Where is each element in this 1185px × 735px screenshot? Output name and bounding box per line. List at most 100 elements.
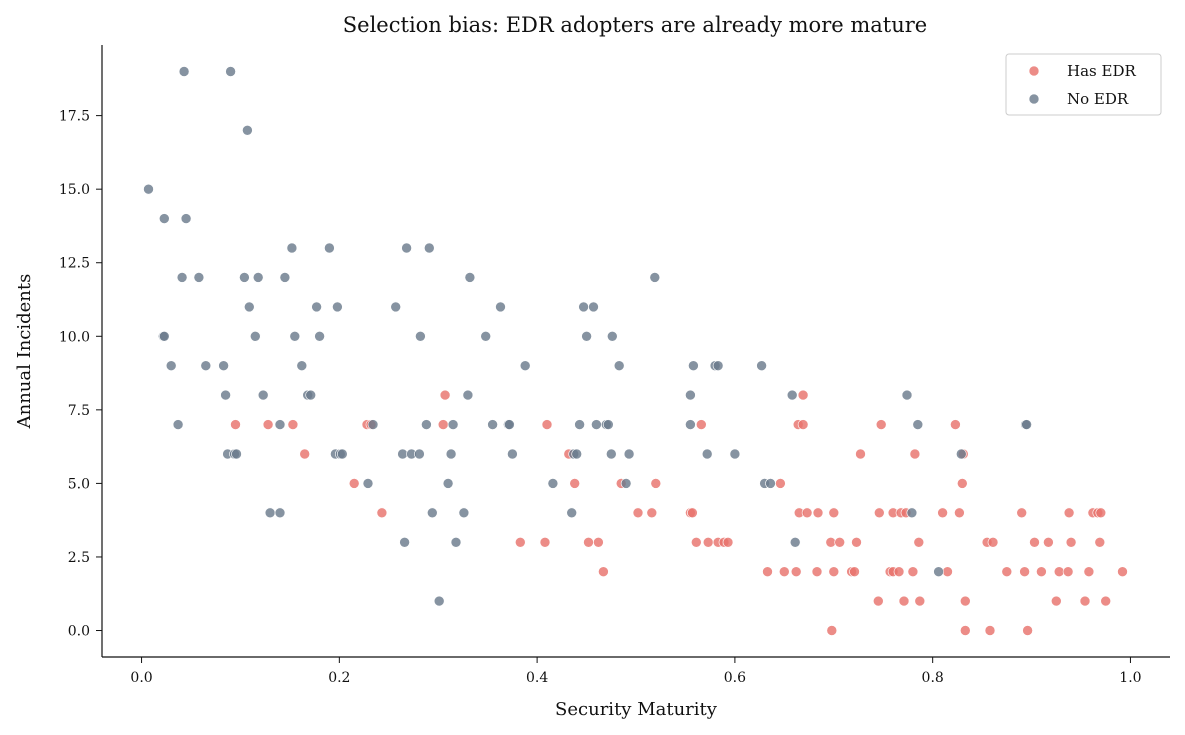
point-has-edr-80 [1036, 566, 1047, 578]
point-no-edr-51 [433, 595, 445, 607]
point-no-edr-64 [507, 448, 518, 460]
point-has-edr-32 [778, 566, 790, 578]
point-has-edr-51 [873, 507, 885, 519]
point-has-edr-65 [942, 566, 953, 578]
point-has-edr-3 [299, 448, 311, 460]
point-has-edr-37 [797, 389, 809, 401]
series-no-edr [143, 66, 1032, 607]
point-has-edr-4 [348, 478, 360, 489]
point-has-edr-70 [959, 595, 971, 607]
y-tick-label: 12.5 [59, 256, 90, 272]
point-has-edr-20 [646, 507, 658, 519]
point-no-edr-73 [588, 301, 599, 313]
point-no-edr-10 [200, 360, 212, 372]
point-has-edr-29 [722, 536, 734, 548]
point-has-edr-66 [950, 419, 961, 430]
point-no-edr-54 [447, 419, 459, 430]
point-has-edr-0 [230, 419, 241, 430]
point-has-edr-52 [875, 419, 887, 430]
point-has-edr-94 [1117, 566, 1128, 578]
y-tick-label: 15.0 [59, 182, 90, 198]
point-no-edr-40 [367, 419, 379, 430]
point-has-edr-45 [834, 536, 846, 548]
point-no-edr-4 [165, 360, 177, 372]
point-has-edr-2 [287, 419, 299, 430]
legend-label-no-edr: No EDR [1067, 90, 1129, 108]
point-no-edr-9 [193, 272, 205, 283]
point-has-edr-40 [812, 507, 824, 519]
point-no-edr-46 [414, 448, 425, 460]
point-has-edr-39 [811, 566, 823, 578]
point-no-edr-21 [252, 272, 264, 283]
point-has-edr-36 [797, 419, 809, 430]
legend-marker-no-edr [1028, 93, 1040, 105]
point-no-edr-89 [729, 448, 741, 460]
x-tick-label: 0.0 [130, 670, 152, 686]
point-no-edr-94 [789, 536, 801, 548]
point-no-edr-78 [606, 330, 618, 342]
point-no-edr-27 [286, 242, 298, 254]
point-has-edr-19 [632, 507, 644, 519]
point-no-edr-90 [756, 360, 767, 372]
point-no-edr-60 [487, 419, 498, 430]
point-no-edr-96 [906, 507, 918, 519]
point-no-edr-28 [289, 330, 301, 342]
point-no-edr-92 [765, 478, 776, 489]
y-tick-label: 2.5 [68, 550, 90, 566]
point-no-edr-84 [685, 389, 696, 401]
point-no-edr-19 [244, 301, 255, 313]
point-no-edr-65 [519, 360, 531, 372]
point-no-edr-14 [225, 66, 236, 77]
x-tick-label: 0.8 [922, 670, 944, 686]
y-tick-label: 10.0 [59, 329, 90, 345]
point-has-edr-30 [762, 566, 773, 578]
x-tick-label: 0.6 [724, 670, 746, 686]
point-no-edr-12 [220, 389, 231, 401]
point-no-edr-82 [649, 272, 661, 283]
point-has-edr-61 [909, 448, 921, 460]
point-no-edr-39 [362, 478, 374, 489]
point-has-edr-48 [851, 536, 862, 548]
point-no-edr-43 [399, 536, 410, 548]
point-no-edr-81 [623, 448, 635, 460]
point-no-edr-72 [581, 330, 592, 342]
point-no-edr-99 [955, 448, 967, 460]
point-no-edr-52 [442, 478, 454, 489]
point-no-edr-53 [445, 448, 457, 460]
point-no-edr-33 [314, 330, 325, 342]
point-no-edr-11 [218, 360, 229, 372]
point-has-edr-60 [907, 566, 919, 578]
point-no-edr-66 [547, 478, 559, 489]
point-no-edr-67 [566, 507, 578, 519]
point-no-edr-0 [143, 183, 154, 195]
point-has-edr-74 [987, 536, 999, 548]
point-no-edr-49 [423, 242, 435, 254]
point-no-edr-80 [620, 478, 632, 489]
x-ticks: 0.0 0.2 0.4 0.6 0.8 1.0 [130, 657, 1142, 686]
chart-title: Selection bias: EDR adopters are already… [343, 13, 927, 37]
y-tick-label: 0.0 [68, 624, 90, 640]
point-has-edr-86 [1065, 536, 1077, 548]
point-no-edr-5 [172, 419, 184, 430]
point-has-edr-38 [801, 507, 813, 519]
point-no-edr-25 [274, 419, 286, 430]
point-has-edr-73 [984, 625, 996, 636]
point-no-edr-70 [574, 419, 585, 430]
point-has-edr-81 [1043, 536, 1054, 548]
point-no-edr-18 [242, 125, 253, 136]
point-has-edr-64 [937, 507, 948, 519]
point-no-edr-17 [239, 272, 250, 283]
point-no-edr-83 [685, 419, 696, 430]
point-has-edr-49 [855, 448, 866, 460]
point-has-edr-93 [1100, 595, 1111, 607]
point-no-edr-63 [504, 419, 515, 430]
point-no-edr-93 [786, 389, 798, 401]
point-no-edr-6 [176, 272, 188, 283]
point-no-edr-32 [311, 301, 322, 313]
point-has-edr-92 [1095, 507, 1107, 519]
point-has-edr-87 [1079, 595, 1091, 607]
legend: Has EDR No EDR [1005, 53, 1162, 116]
x-tick-label: 0.4 [526, 670, 548, 686]
point-no-edr-85 [688, 360, 699, 372]
